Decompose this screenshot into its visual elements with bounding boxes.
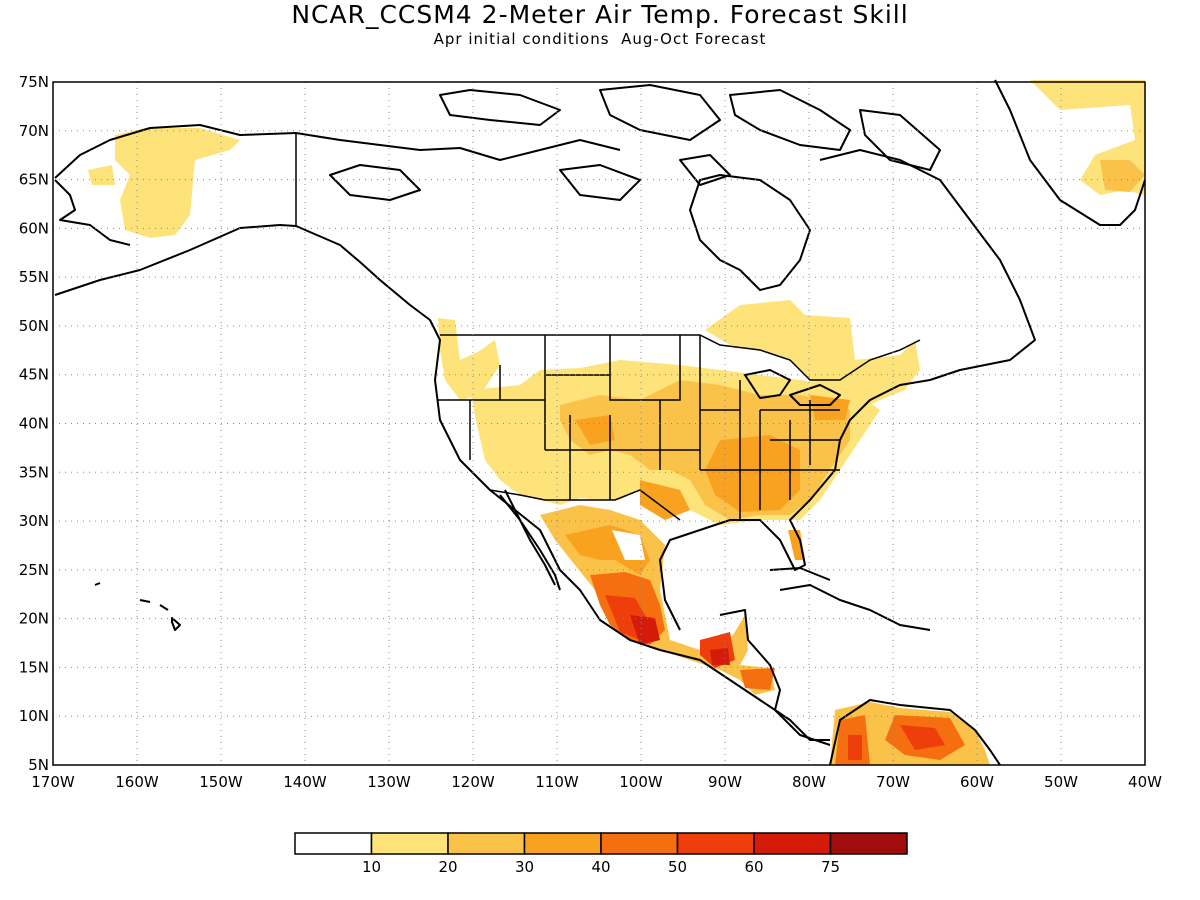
colorbar-label: 40: [591, 858, 610, 876]
colorbar-swatch: [294, 832, 373, 855]
political-borders: [295, 133, 921, 521]
colorbar-label: 60: [744, 858, 763, 876]
colorbar-label: 50: [668, 858, 687, 876]
latitude-label: 60N: [19, 219, 49, 237]
longitude-label: 170W: [31, 773, 75, 791]
latitude-label: 15N: [19, 658, 49, 676]
latitude-label: 65N: [19, 171, 49, 189]
latitude-label: 25N: [19, 561, 49, 579]
latitude-label: 20N: [19, 610, 49, 628]
colorbar-label: 75: [821, 858, 840, 876]
longitude-label: 80W: [792, 773, 826, 791]
longitude-label: 70W: [876, 773, 910, 791]
longitude-labels: 170W 160W 150W 140W 130W 120W 110W 100W 90W 80W 70…: [31, 773, 1162, 791]
latitude-label: 10N: [19, 707, 49, 725]
skill-shading: [88, 80, 1145, 765]
colorbar-label: 10: [362, 858, 381, 876]
coastlines: [54, 79, 1146, 766]
map-title: NCAR_CCSM4 2-Meter Air Temp. Forecast Sk…: [291, 0, 909, 29]
map-frame: [52, 81, 1146, 766]
colorbar-labels: 10 20 30 40 50 60 75: [362, 858, 840, 876]
latitude-label: 70N: [19, 122, 49, 140]
longitude-label: 60W: [960, 773, 994, 791]
latitude-labels: 75N 70N 65N 60N 55N 50N 45N 40N 35N 30N 25N 20N 15N 1…: [19, 73, 49, 774]
latitude-label: 55N: [19, 268, 49, 286]
longitude-label: 90W: [708, 773, 742, 791]
latitude-label: 40N: [19, 415, 49, 433]
colorbar-label: 20: [438, 858, 457, 876]
latitude-label: 5N: [28, 756, 49, 774]
longitude-label: 140W: [283, 773, 327, 791]
latitude-label: 35N: [19, 463, 49, 481]
colorbar-swatch: [829, 832, 908, 855]
map-subtitle: Apr initial conditions Aug-Oct Forecast: [433, 30, 767, 48]
latitude-label: 75N: [19, 73, 49, 91]
latitude-label: 30N: [19, 512, 49, 530]
colorbar-swatch: [370, 832, 449, 855]
colorbar-swatch: [676, 832, 755, 855]
latitude-label: 50N: [19, 317, 49, 335]
longitude-label: 150W: [199, 773, 243, 791]
colorbar-swatch: [447, 832, 526, 855]
colorbar-swatch: [523, 832, 602, 855]
latitude-label: 45N: [19, 366, 49, 384]
longitude-label: 130W: [367, 773, 411, 791]
lat-lon-grid: [53, 82, 1145, 765]
longitude-label: 100W: [619, 773, 663, 791]
colorbar-swatch: [600, 832, 679, 855]
colorbar-label: 30: [515, 858, 534, 876]
longitude-label: 40W: [1128, 773, 1162, 791]
colorbar: [294, 832, 908, 855]
colorbar-swatch: [753, 832, 832, 855]
longitude-label: 120W: [451, 773, 495, 791]
longitude-label: 160W: [115, 773, 159, 791]
longitude-label: 50W: [1044, 773, 1078, 791]
longitude-label: 110W: [535, 773, 579, 791]
